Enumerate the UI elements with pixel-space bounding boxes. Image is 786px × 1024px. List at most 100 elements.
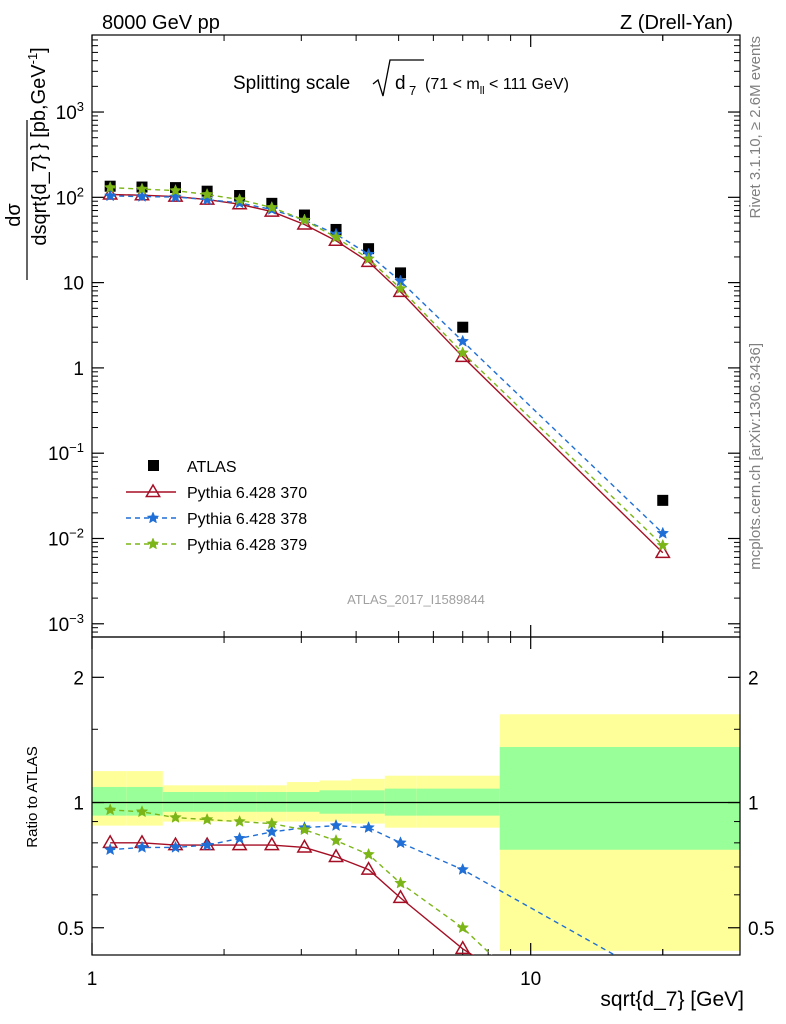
ratio-point-370 (360, 861, 377, 875)
ratio-point-star (135, 840, 149, 853)
legend-label: Pythia 6.428 379 (187, 537, 307, 554)
legend-marker-atlas (148, 460, 159, 471)
main-ylabel: dσ dsqrt{d_7} } [pb,GeV-1] (3, 47, 51, 280)
ratio-point-star (456, 921, 470, 934)
mc-point-star (169, 183, 182, 196)
main-panel-axes: 10−3 10−2 10−1 1 10 102 103 (48, 34, 741, 638)
ratio-tick-label-right: 0.5 (748, 919, 774, 940)
data-point-atlas (657, 494, 669, 506)
ratio-uncertainty-bands (92, 714, 740, 951)
mc-point-370 (102, 185, 119, 200)
mc-point-star (103, 189, 117, 202)
plot-title-prefix: Splitting scale (233, 73, 350, 94)
ratio-point-star (362, 847, 375, 860)
ratio-point-star (103, 803, 117, 816)
mc-point-370 (454, 348, 471, 363)
plot-title-cut-open: (71 < m (425, 76, 480, 93)
ratio-point-star (329, 818, 343, 832)
mc-point-star (169, 190, 182, 203)
mc-point-star (233, 192, 246, 206)
legend-marker-star (146, 537, 160, 550)
mc-point-star (394, 281, 407, 295)
ratio-line (110, 824, 617, 955)
ratio-line (110, 842, 474, 955)
ratio-point-star (394, 836, 407, 849)
mc-point-370 (360, 253, 377, 268)
mc-point-star (329, 230, 343, 243)
series-line (110, 193, 664, 554)
plot-title-cut-close: < 111 GeV) (485, 76, 569, 93)
ratio-panel-axes: 1 10 0.5 0.5 1 1 2 2 (58, 636, 774, 990)
radical-sign (372, 59, 424, 97)
ratio-point-370 (231, 836, 248, 851)
ratio-point-370 (296, 838, 313, 853)
x-tick-label: 1 (87, 969, 98, 990)
ratio-point-star (456, 862, 470, 875)
main-panel-series (102, 180, 671, 559)
y-tick-label: 10 (63, 274, 84, 295)
ylabel-numerator: dσ (3, 203, 25, 227)
ylabel-denominator: dsqrt{d_7} (29, 154, 51, 246)
ratio-tick-label: 1 (73, 794, 84, 815)
series-line (110, 186, 664, 546)
rivet-label: Rivet 3.1.10, ≥ 2.6M events (747, 36, 764, 219)
y-tick-label: 10−3 (48, 611, 84, 636)
plot-title-radical: d (395, 73, 406, 94)
mcplots-label: mcplots.cern.ch [arXiv:1306.3436] (747, 343, 764, 570)
mc-point-star (656, 526, 670, 539)
ratio-tick-label-right: 2 (748, 668, 759, 689)
ratio-point-star (265, 825, 279, 838)
data-point-atlas (457, 321, 469, 333)
data-point-atlas (395, 267, 407, 279)
legend-label: Pythia 6.428 378 (187, 511, 307, 528)
ratio-point-star (298, 823, 311, 836)
y-tick-label: 102 (56, 184, 84, 209)
ratio-point-370 (328, 848, 344, 863)
legend-label: ATLAS (187, 459, 237, 476)
ratio-point-star (265, 816, 279, 829)
mc-point-star (456, 346, 470, 359)
ratio-line (110, 809, 493, 955)
plot-title-cut-sub: ll (480, 85, 485, 97)
legend: ATLAS Pythia 6.428 370 Pythia 6.428 378 Pyt… (126, 459, 307, 554)
ratio-point-370 (392, 889, 409, 904)
plot-title-radical-sub: 7 (409, 83, 416, 98)
ratio-tick-label-right: 1 (748, 794, 759, 815)
mc-point-star (200, 192, 214, 206)
y-tick-label: 10−1 (48, 440, 84, 465)
mc-point-star (135, 182, 149, 195)
mc-point-star (103, 180, 117, 194)
y-tick-label: 1 (73, 359, 84, 380)
ratio-point-star (362, 821, 375, 834)
plot-title: Splitting scale (233, 73, 350, 94)
ratio-tick-label: 2 (73, 668, 84, 689)
header-right: Z (Drell-Yan) (620, 12, 733, 34)
xlabel: sqrt{d_7} [GeV] (600, 988, 744, 1011)
plot-title-cut: (71 < mll < 111 GeV) (425, 76, 569, 97)
series-line (110, 195, 664, 534)
mc-point-star (456, 334, 470, 347)
ratio-point-star (200, 812, 214, 825)
ylabel-units: } [pb,GeV-1] (25, 47, 50, 150)
ratio-frame (91, 636, 741, 956)
y-tick-label: 103 (56, 99, 84, 124)
x-tick-label: 10 (520, 969, 541, 990)
mc-point-370 (654, 544, 671, 559)
mc-point-star (362, 252, 375, 265)
ratio-point-star (233, 831, 246, 844)
ratio-point-star (135, 805, 149, 818)
ratio-point-star (329, 833, 343, 847)
y-tick-label: 10−2 (48, 525, 84, 550)
mc-point-star (135, 189, 149, 202)
legend-marker-star (146, 511, 160, 524)
mc-point-star (656, 538, 670, 551)
header-left: 8000 GeV pp (102, 12, 220, 34)
ratio-point-370 (454, 940, 471, 955)
ratio-point-star (233, 814, 246, 827)
analysis-watermark: ATLAS_2017_I1589844 (347, 592, 485, 607)
legend-marker-370 (145, 483, 161, 498)
ratio-point-star (200, 838, 214, 851)
mc-point-370 (392, 283, 409, 298)
band-inner (499, 746, 740, 850)
